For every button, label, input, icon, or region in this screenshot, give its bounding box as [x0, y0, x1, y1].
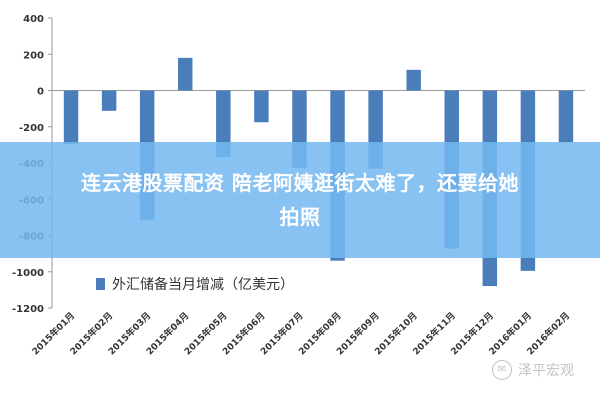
y-tick-label: -200 [19, 123, 44, 134]
legend-swatch [96, 278, 105, 290]
overlay-line-2: 拍照 [279, 205, 321, 229]
y-tick-label: 0 [37, 87, 44, 98]
y-tick-label: 400 [23, 14, 44, 25]
bar [216, 90, 231, 158]
wechat-icon: ✉ [492, 360, 512, 380]
legend-layer: 外汇储备当月增减（亿美元） [96, 276, 294, 293]
bar [558, 90, 574, 143]
y-tick-label: -1000 [12, 268, 44, 279]
overlay-text-block: 连云港股票配资 陪老阿姨逛街太难了，还要给她 拍照 [81, 166, 519, 234]
y-tick-label: -1200 [12, 304, 44, 315]
promo-overlay-banner: 连云港股票配资 陪老阿姨逛街太难了，还要给她 拍照 [0, 142, 600, 258]
bar [101, 90, 117, 111]
y-tick-label: 200 [23, 50, 44, 61]
bar [178, 57, 193, 91]
overlay-line-1: 连云港股票配资 陪老阿姨逛街太难了，还要给她 [81, 171, 519, 195]
bar [63, 90, 79, 144]
watermark: ✉ 泽平宏观 [492, 360, 574, 380]
bar [254, 90, 269, 123]
bar [406, 69, 421, 91]
watermark-text: 泽平宏观 [518, 363, 574, 379]
legend-label: 外汇储备当月增减（亿美元） [112, 276, 294, 293]
